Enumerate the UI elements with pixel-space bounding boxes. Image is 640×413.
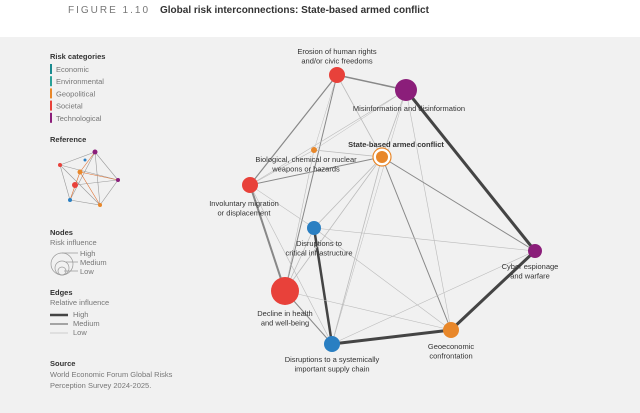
edge — [336, 74, 383, 158]
node-label: and well-being — [261, 319, 309, 328]
source-title: Source — [50, 359, 75, 368]
edges — [249, 74, 537, 346]
legend-label: Societal — [56, 102, 83, 111]
edge — [331, 156, 383, 345]
nodes-subtitle: Risk influence — [50, 238, 97, 247]
node — [307, 221, 321, 235]
node-label: Misinformation and disinformation — [353, 104, 465, 113]
legend-title: Risk categories — [50, 52, 105, 61]
node-label: Cyber espionage — [502, 262, 559, 271]
edge — [249, 184, 333, 345]
node-label: Involuntary migration — [209, 199, 279, 208]
edge — [313, 74, 338, 151]
node — [271, 277, 299, 305]
edge — [331, 328, 452, 346]
node — [242, 177, 258, 193]
node — [376, 151, 388, 163]
node-label: Disruptions to — [296, 239, 342, 248]
node-label: Geoeconomic — [428, 342, 475, 351]
node — [311, 147, 317, 153]
edge-weight-label: High — [73, 310, 88, 319]
node — [395, 79, 417, 101]
node-label: Decline in health — [257, 309, 312, 318]
legend-swatch — [50, 88, 52, 99]
node-size-label: Medium — [80, 258, 107, 267]
node — [329, 67, 345, 83]
node — [528, 244, 542, 258]
node-label: Biological, chemical or nuclear — [255, 155, 357, 164]
edge — [313, 156, 383, 229]
edge — [331, 89, 407, 345]
edge — [249, 149, 315, 186]
nodes-title: Nodes — [50, 228, 73, 237]
edge — [249, 156, 383, 186]
node-label: weapons or hazards — [271, 165, 340, 174]
node-size-key — [50, 252, 78, 276]
legend-label: Technological — [56, 114, 102, 123]
node — [324, 336, 340, 352]
edge — [381, 89, 407, 158]
node-label: and/or civic freedoms — [301, 57, 373, 66]
edge — [249, 184, 286, 292]
node — [443, 322, 459, 338]
edge — [249, 184, 315, 229]
edge — [404, 89, 537, 252]
legend-swatch — [50, 100, 52, 111]
edge — [284, 74, 338, 292]
edge — [249, 74, 338, 186]
edge — [331, 250, 536, 345]
edge — [284, 149, 315, 292]
node-label: or displacement — [218, 209, 272, 218]
focus-label: State-based armed conflict — [348, 140, 444, 149]
node-size-label: Low — [80, 267, 94, 276]
legend-swatch — [50, 76, 52, 87]
edge — [249, 89, 407, 186]
node-size-label: High — [80, 249, 95, 258]
source-line: World Economic Forum Global Risks — [50, 370, 173, 379]
node-label: Disruptions to a systemically — [285, 355, 380, 364]
edge — [284, 156, 383, 292]
node-label: Erosion of human rights — [297, 47, 376, 56]
edge — [313, 227, 452, 331]
edge — [336, 74, 407, 91]
reference-title: Reference — [50, 135, 86, 144]
legend-swatch — [50, 112, 52, 123]
edge-weight-label: Medium — [73, 319, 100, 328]
source-line: Perception Survey 2024-2025. — [50, 381, 151, 390]
legend-label: Geopolitical — [56, 89, 96, 98]
edge — [284, 290, 452, 331]
edge — [405, 89, 452, 331]
node-label: confrontation — [429, 352, 472, 361]
edge — [313, 149, 383, 158]
edge — [381, 156, 452, 331]
edge-key — [50, 313, 68, 334]
edge — [381, 156, 536, 252]
legend-label: Economic — [56, 65, 89, 74]
edge — [449, 249, 537, 332]
edge — [313, 89, 407, 151]
edges-title: Edges — [50, 288, 73, 297]
reference-thumbnail — [58, 149, 120, 207]
node-label: critical infrastructure — [285, 249, 352, 258]
figure-title: Global risk interconnections: State-base… — [160, 5, 430, 16]
edge — [313, 227, 536, 252]
edge-weight-label: Low — [73, 328, 87, 337]
edges-subtitle: Relative influence — [50, 298, 109, 307]
figure-label: FIGURE 1.10 — [68, 5, 150, 16]
legend-label: Environmental — [56, 77, 104, 86]
node-label: and warfare — [510, 272, 550, 281]
node-label: important supply chain — [294, 365, 369, 374]
legend-swatch — [50, 64, 52, 74]
